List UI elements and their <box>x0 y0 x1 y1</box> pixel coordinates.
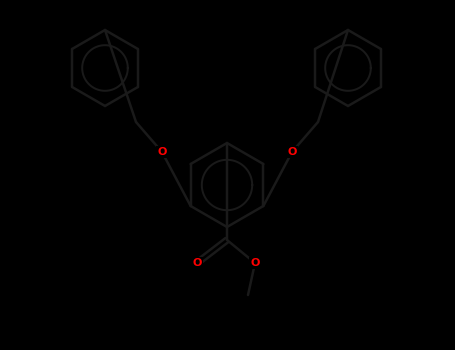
Text: O: O <box>287 147 297 157</box>
Text: O: O <box>192 258 202 268</box>
Text: O: O <box>250 258 260 268</box>
Text: O: O <box>157 147 167 157</box>
